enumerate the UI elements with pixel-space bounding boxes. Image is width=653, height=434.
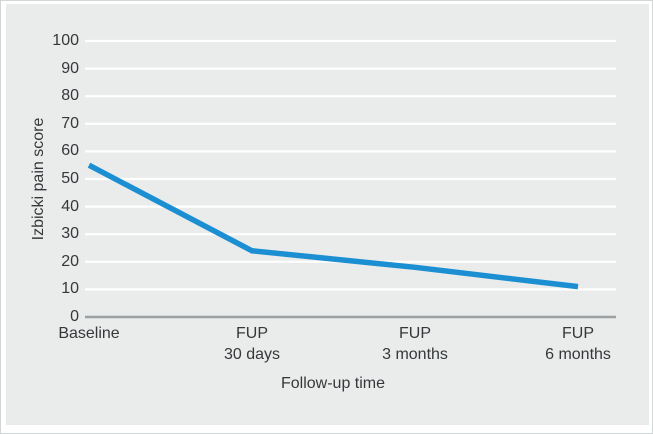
series-line (87, 162, 579, 290)
y-tick-label: 50 (61, 170, 79, 187)
x-tick-line: FUP (236, 325, 268, 342)
x-tick-label: FUP 6 months (508, 323, 648, 365)
y-tick-label: 60 (61, 142, 79, 160)
x-axis-title: Follow-up time (280, 375, 386, 392)
x-tick-line: Baseline (58, 325, 120, 342)
y-tick-label: 20 (61, 252, 79, 270)
y-tick-label: 80 (61, 87, 79, 105)
x-tick-label: Baseline (19, 323, 159, 344)
chart-panel (6, 4, 649, 425)
y-tick-label: 90 (61, 59, 79, 77)
x-tick-line: 6 months (545, 346, 611, 363)
x-tick-line: 30 days (223, 346, 281, 363)
y-tick-label: 70 (61, 114, 79, 132)
y-tick-label: 0 (70, 308, 79, 325)
x-tick-label: FUP 3 months (345, 323, 485, 365)
x-tick-line: FUP (399, 325, 431, 342)
y-tick-label: 40 (61, 197, 79, 215)
y-tick-label: 100 (52, 32, 79, 49)
y-axis-title: Izbicki pain score (30, 117, 47, 241)
x-tick-line: FUP (562, 325, 594, 342)
y-tick-label: 30 (61, 225, 79, 243)
x-tick-label: FUP 30 days (182, 323, 322, 365)
y-tick-label: 10 (61, 280, 79, 298)
x-tick-line: 3 months (382, 346, 448, 363)
